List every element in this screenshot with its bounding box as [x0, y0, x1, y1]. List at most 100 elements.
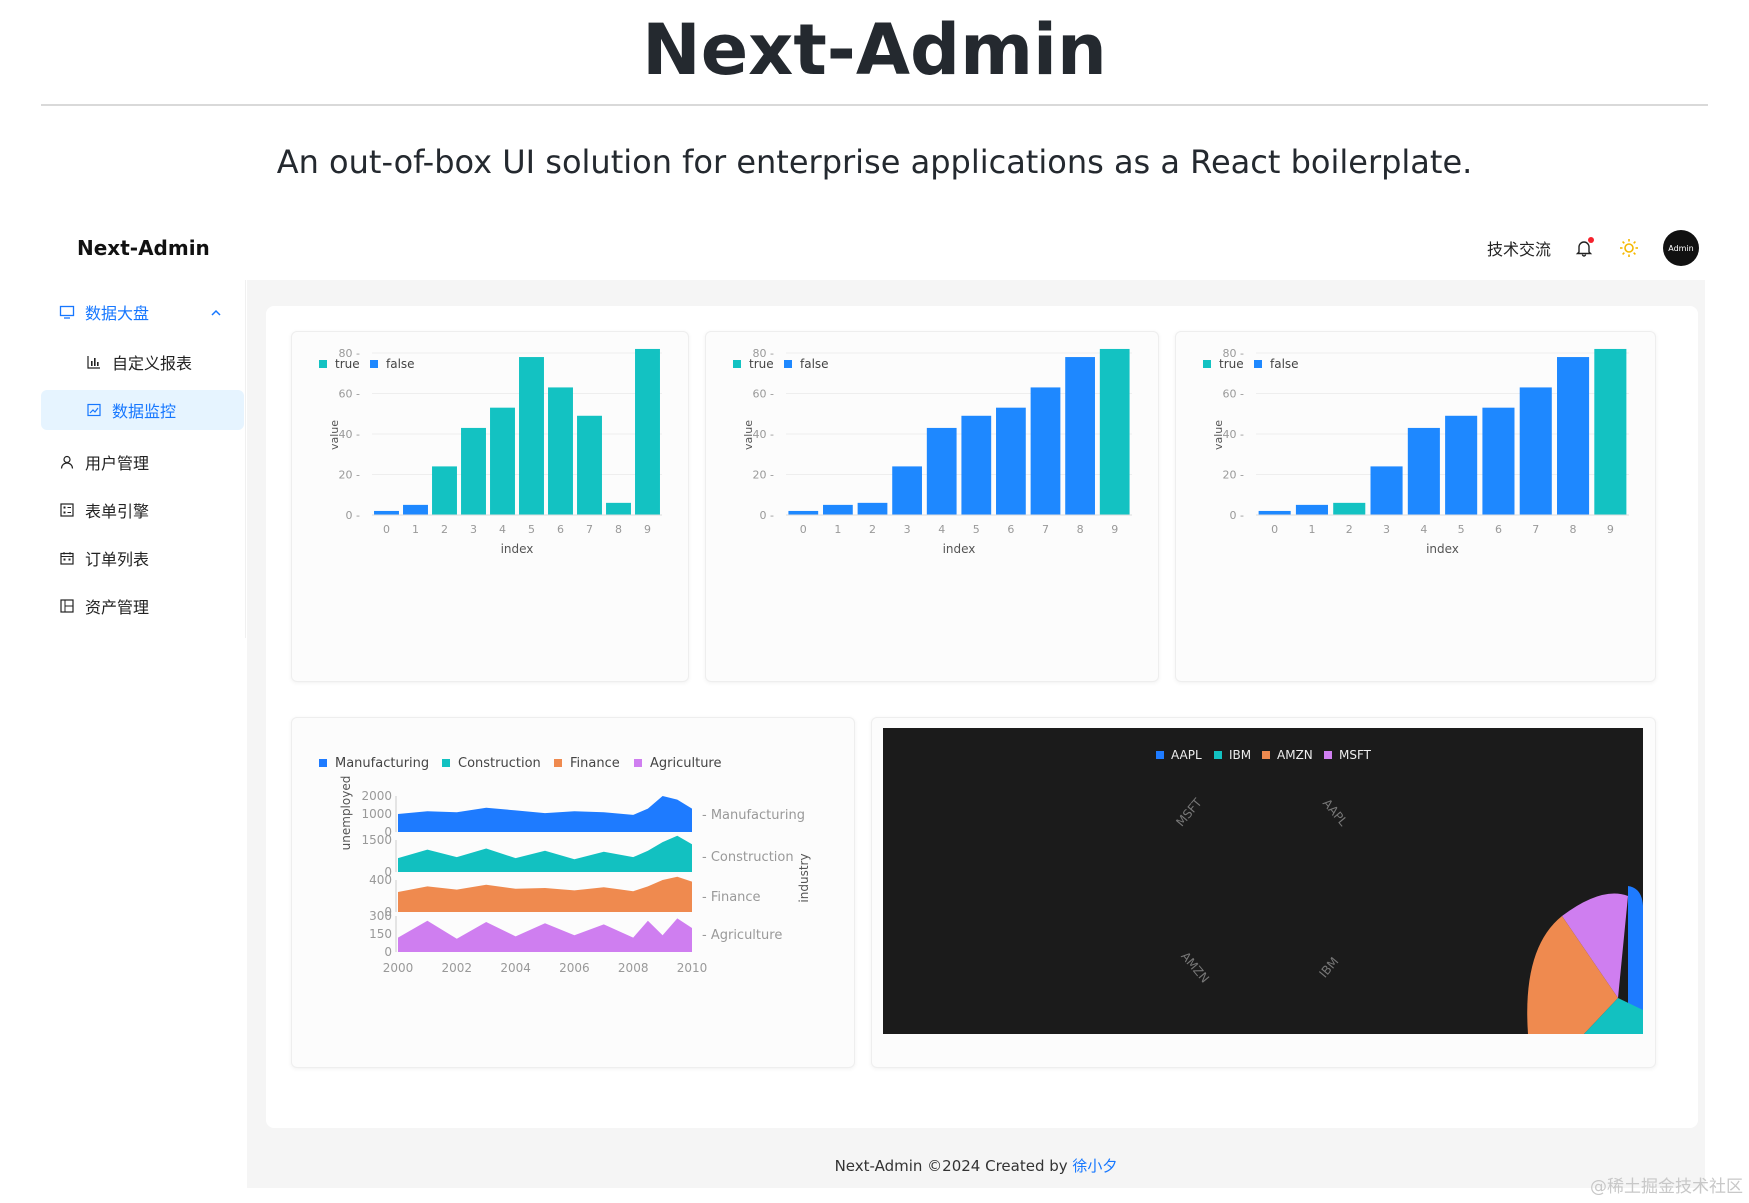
pie-slice[interactable]	[1584, 998, 1643, 1034]
footer-author-link[interactable]: 徐小夕	[1072, 1157, 1118, 1175]
legend-swatch[interactable]	[634, 759, 642, 767]
legend-label[interactable]: Agriculture	[650, 756, 722, 771]
x-tick-label: 0	[383, 523, 390, 536]
legend-label-true[interactable]: true	[1219, 357, 1244, 371]
x-tick-label: 2010	[677, 961, 708, 975]
user-icon	[59, 454, 75, 470]
sidebar-item-assets[interactable]: 资产管理	[41, 586, 244, 626]
legend-swatch[interactable]	[1156, 751, 1164, 759]
x-tick-label: 9	[1607, 523, 1614, 536]
sidebar-item-orders[interactable]: 订单列表	[41, 538, 244, 578]
bar[interactable]	[461, 427, 486, 515]
pie-slice[interactable]	[1562, 893, 1628, 999]
legend-label[interactable]: MSFT	[1339, 748, 1372, 762]
bar[interactable]	[635, 348, 660, 515]
pie-slice[interactable]	[1628, 886, 1643, 1018]
legend-swatch[interactable]	[442, 759, 450, 767]
pie-chart-card: AAPL IBM AMZN MSFT MSFT AAPL AMZN IBM	[871, 717, 1656, 1068]
bar[interactable]	[1258, 510, 1291, 515]
legend-label-false[interactable]: false	[800, 357, 829, 371]
legend-label[interactable]: AAPL	[1171, 748, 1202, 762]
legend-swatch-true[interactable]	[1203, 360, 1211, 368]
bar[interactable]	[823, 504, 853, 515]
x-axis-label: index	[943, 542, 976, 556]
y-tick-label: 2000	[361, 789, 392, 803]
bar[interactable]	[961, 415, 992, 515]
legend-swatch[interactable]	[1214, 751, 1222, 759]
monitor-icon	[59, 304, 75, 320]
bar[interactable]	[606, 502, 631, 515]
bar[interactable]	[892, 466, 922, 515]
bar[interactable]	[490, 407, 515, 515]
bar[interactable]	[1594, 348, 1627, 515]
sidebar-item-label: 数据监控	[112, 402, 177, 421]
sidebar-item-dashboard[interactable]: 数据大盘	[41, 292, 244, 332]
y-axis-label: value	[328, 420, 341, 450]
legend-label-true[interactable]: true	[749, 357, 774, 371]
legend-label[interactable]: AMZN	[1277, 748, 1313, 762]
sidebar-item-form-engine[interactable]: 表单引擎	[41, 490, 244, 530]
area-series[interactable]	[398, 918, 692, 952]
area-series[interactable]	[398, 796, 692, 832]
legend-label[interactable]: Finance	[570, 756, 620, 771]
y-tick-label: 0	[384, 825, 392, 839]
area-series[interactable]	[398, 835, 692, 872]
bar[interactable]	[403, 504, 428, 515]
legend-label-true[interactable]: true	[335, 357, 360, 371]
legend-label[interactable]: IBM	[1229, 748, 1251, 762]
legend-swatch[interactable]	[1324, 751, 1332, 759]
x-tick-label: 2002	[442, 961, 473, 975]
legend-swatch[interactable]	[319, 759, 327, 767]
bar[interactable]	[1030, 387, 1061, 515]
brand-logo-text[interactable]: Next-Admin	[77, 236, 210, 260]
hero-subtitle: An out-of-box UI solution for enterprise…	[276, 143, 1473, 181]
pie-slice[interactable]	[1527, 916, 1618, 1034]
bar[interactable]	[857, 502, 888, 515]
tech-exchange-link[interactable]: 技术交流	[1486, 240, 1551, 259]
bar[interactable]	[374, 510, 399, 515]
bar[interactable]	[1557, 357, 1590, 515]
bell-icon[interactable]	[1573, 237, 1595, 259]
bar[interactable]	[1370, 466, 1403, 515]
legend-swatch-false[interactable]	[1254, 360, 1262, 368]
legend-label-false[interactable]: false	[386, 357, 415, 371]
area-series[interactable]	[398, 876, 692, 912]
sidebar-item-custom-report[interactable]: 自定义报表	[41, 342, 244, 382]
legend-swatch[interactable]	[554, 759, 562, 767]
bar[interactable]	[1099, 348, 1130, 515]
bar[interactable]	[1065, 357, 1095, 515]
bar[interactable]	[577, 415, 602, 515]
bar[interactable]	[1407, 427, 1440, 515]
bar[interactable]	[1519, 387, 1552, 515]
x-tick-label: 9	[644, 523, 651, 536]
legend-swatch-false[interactable]	[370, 360, 378, 368]
sidebar-item-label: 资产管理	[85, 598, 150, 617]
x-tick-label: 8	[1570, 523, 1577, 536]
legend-swatch-true[interactable]	[733, 360, 741, 368]
legend-swatch[interactable]	[1262, 751, 1270, 759]
bar[interactable]	[1295, 504, 1328, 515]
bar[interactable]	[1482, 407, 1515, 515]
row-label: - Agriculture	[702, 928, 782, 943]
avatar[interactable]: Admin	[1663, 230, 1699, 266]
y-tick-label: 80 -	[753, 347, 774, 360]
bar[interactable]	[1445, 415, 1478, 515]
legend-label[interactable]: Manufacturing	[335, 756, 429, 771]
bar[interactable]	[432, 466, 457, 515]
legend-label[interactable]: Construction	[458, 756, 541, 771]
bar[interactable]	[788, 510, 819, 515]
bar[interactable]	[926, 427, 957, 515]
bar[interactable]	[548, 387, 573, 515]
calendar-icon	[59, 550, 75, 566]
x-tick-label: 3	[904, 523, 911, 536]
bar[interactable]	[1333, 502, 1366, 515]
legend-swatch-false[interactable]	[784, 360, 792, 368]
bar[interactable]	[519, 357, 544, 515]
bar[interactable]	[996, 407, 1026, 515]
sidebar-item-users[interactable]: 用户管理	[41, 442, 244, 482]
legend-swatch-true[interactable]	[319, 360, 327, 368]
sun-icon[interactable]	[1617, 236, 1641, 260]
sidebar-item-data-monitor[interactable]: 数据监控	[41, 390, 244, 430]
legend-label-false[interactable]: false	[1270, 357, 1299, 371]
